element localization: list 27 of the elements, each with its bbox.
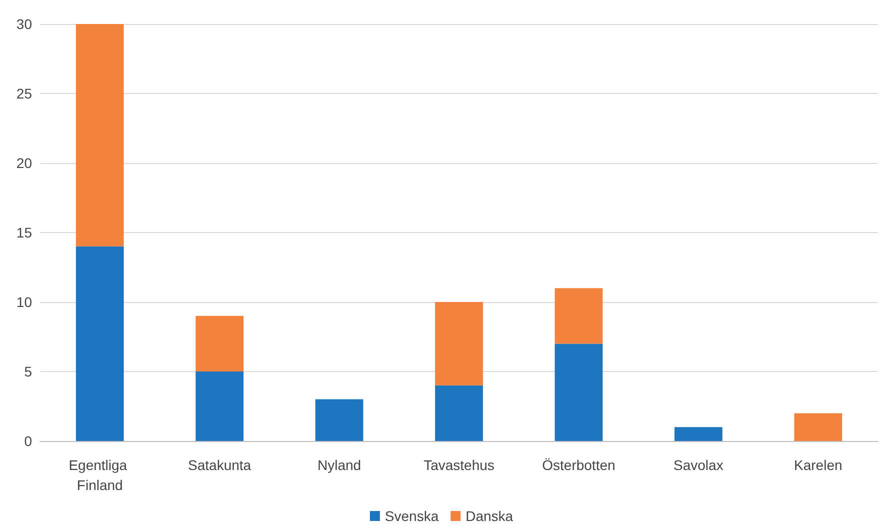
legend-label: Danska bbox=[466, 508, 514, 524]
bar bbox=[554, 288, 603, 344]
x-tick-label: Nyland bbox=[317, 457, 362, 473]
x-tick-label: Savolax bbox=[674, 457, 724, 473]
x-tick-label: Tavastehus bbox=[424, 457, 494, 473]
x-tick-label: Satakunta bbox=[188, 457, 252, 473]
y-tick-label: 0 bbox=[24, 433, 32, 449]
bar bbox=[76, 246, 124, 441]
y-tick-label: 25 bbox=[16, 86, 32, 102]
legend-label: Svenska bbox=[384, 508, 439, 524]
bar bbox=[196, 372, 244, 441]
bar bbox=[315, 399, 364, 441]
x-tick-label: Österbotten bbox=[542, 457, 616, 473]
bar bbox=[196, 316, 244, 372]
y-tick-label: 20 bbox=[16, 155, 32, 171]
bar bbox=[435, 302, 483, 386]
y-tick-label: 5 bbox=[24, 364, 32, 380]
y-tick-label: 10 bbox=[16, 294, 32, 310]
x-tick-label: Karelen bbox=[794, 457, 842, 473]
bar bbox=[674, 427, 722, 441]
bar bbox=[794, 413, 842, 441]
bar bbox=[435, 385, 483, 441]
bar bbox=[76, 24, 124, 246]
x-tick-label: Egentliga Finland bbox=[68, 457, 131, 493]
y-tick-label: 15 bbox=[16, 224, 32, 240]
y-tick-label: 30 bbox=[16, 16, 32, 32]
bar bbox=[554, 344, 603, 441]
